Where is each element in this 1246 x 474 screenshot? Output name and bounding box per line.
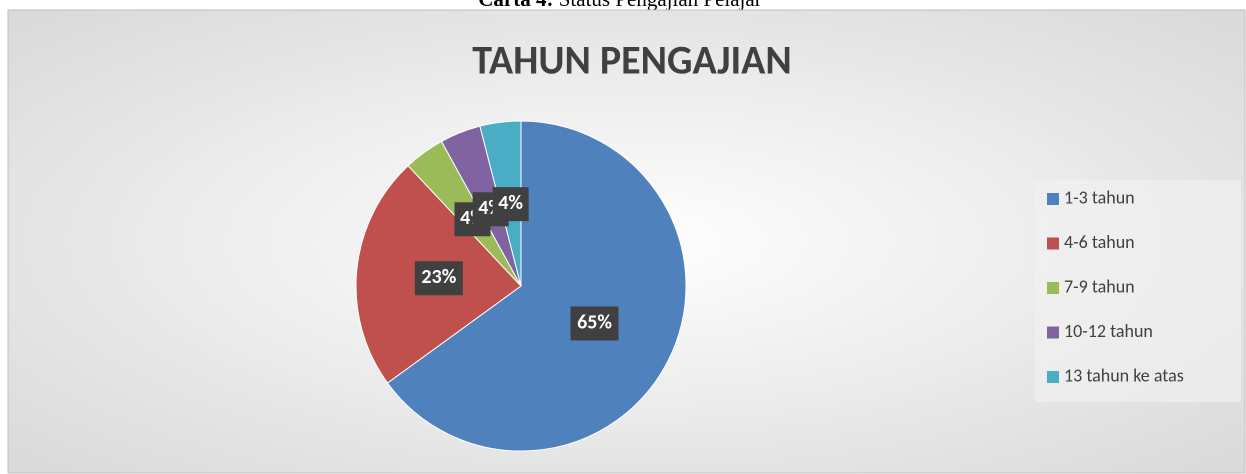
data-label-box	[414, 261, 463, 296]
legend-box	[1035, 180, 1241, 402]
legend-label: 13 tahun ke atas	[1064, 364, 1184, 386]
caption-text: Status Pengajian Pelajar	[559, 0, 762, 11]
caption-label: Carta 4:	[478, 0, 553, 11]
caption: Carta 4: Status Pengajian Pelajar	[478, 0, 761, 11]
legend-label: 4-6 tahun	[1064, 231, 1135, 253]
data-label-box	[492, 187, 529, 222]
data-label-box	[570, 306, 619, 341]
data-label: 65%	[577, 310, 612, 334]
legend-swatch	[1047, 371, 1059, 383]
legend-label: 7-9 tahun	[1064, 275, 1135, 297]
legend-swatch	[1047, 237, 1059, 250]
chart-title: TAHUN PENGAJIAN	[472, 36, 792, 85]
legend-swatch	[1047, 326, 1059, 339]
legend-label: 10-12 tahun	[1064, 320, 1153, 342]
data-label: 23%	[421, 265, 456, 289]
data-label: 4%	[498, 191, 523, 215]
pie-slice	[386, 120, 687, 452]
legend-label: 1-3 tahun	[1064, 186, 1135, 208]
legend-swatch	[1047, 193, 1059, 205]
legend-swatch	[1047, 282, 1059, 294]
